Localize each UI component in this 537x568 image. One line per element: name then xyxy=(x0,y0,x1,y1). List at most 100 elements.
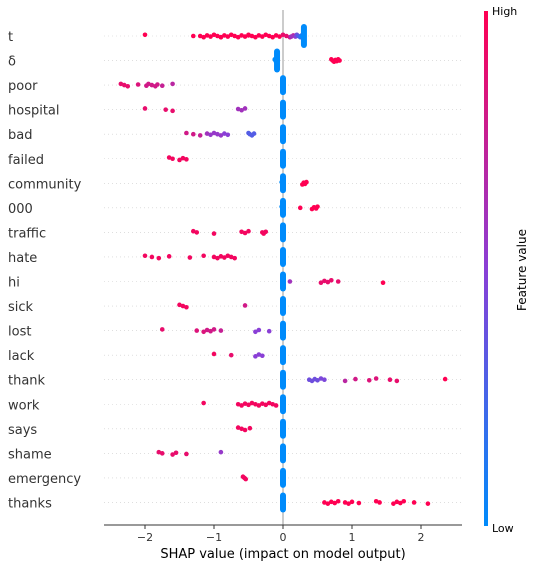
feature-label: hate xyxy=(8,251,37,266)
shap-point xyxy=(342,378,348,384)
shap-point xyxy=(142,106,148,111)
shap-point xyxy=(247,425,253,431)
shap-point xyxy=(166,155,172,160)
feature-label: failed xyxy=(8,153,44,168)
x-tick-label: −2 xyxy=(137,531,153,544)
shap-point xyxy=(277,34,282,39)
shap-point xyxy=(218,449,224,455)
shap-point xyxy=(243,476,249,482)
shap-point xyxy=(332,500,338,506)
shap-point xyxy=(170,156,175,162)
shap-point xyxy=(256,352,262,357)
shap-point xyxy=(263,402,269,408)
feature-label: lost xyxy=(8,325,31,340)
shap-point xyxy=(279,204,284,209)
shap-point xyxy=(249,33,255,39)
shap-point xyxy=(232,255,237,261)
feature-label: poor xyxy=(8,79,38,94)
shap-point xyxy=(201,34,206,40)
shap-point xyxy=(335,279,341,284)
shap-point xyxy=(235,106,241,112)
shap-point xyxy=(159,83,165,88)
shap-point xyxy=(275,58,280,64)
shap-point xyxy=(173,450,179,456)
shap-point xyxy=(253,34,258,40)
shap-point xyxy=(201,400,206,406)
shap-point xyxy=(177,302,182,308)
shap-point xyxy=(201,253,206,259)
shap-point xyxy=(337,58,342,63)
shap-point xyxy=(273,403,279,408)
shap-point xyxy=(218,254,224,259)
shap-point xyxy=(394,499,400,505)
shap-point xyxy=(411,500,417,505)
shap-point xyxy=(284,33,289,39)
shap-point xyxy=(159,327,165,332)
shap-point xyxy=(280,401,285,406)
shap-point xyxy=(280,376,285,381)
shap-point xyxy=(256,33,262,38)
shap-point xyxy=(135,82,141,87)
shap-point xyxy=(380,280,386,286)
shap-point xyxy=(142,32,148,38)
shap-point xyxy=(398,500,403,506)
feature-label: thank xyxy=(8,374,46,389)
colorbar xyxy=(484,11,488,526)
feature-label: community xyxy=(8,177,82,192)
shap-point xyxy=(194,230,200,235)
shap-point xyxy=(263,32,269,38)
shap-point xyxy=(170,108,175,114)
shap-point xyxy=(184,451,189,457)
x-tick-label: 0 xyxy=(280,531,287,544)
shap-point xyxy=(266,400,272,406)
shap-point xyxy=(218,133,224,138)
shap-point xyxy=(322,278,327,284)
shap-point xyxy=(215,255,220,261)
shap-point xyxy=(342,500,348,505)
shap-point xyxy=(297,205,303,211)
shap-point xyxy=(353,376,358,382)
shap-point xyxy=(329,499,334,505)
shap-point xyxy=(280,230,285,236)
shap-point xyxy=(246,228,251,234)
feature-label: traffic xyxy=(8,226,46,241)
shap-point xyxy=(204,327,210,333)
x-tick-label: 1 xyxy=(349,531,356,544)
shap-point xyxy=(187,255,193,260)
feature-label: hospital xyxy=(8,104,60,119)
shap-point xyxy=(366,378,372,383)
shap-point xyxy=(149,82,155,88)
shap-point xyxy=(159,451,165,456)
shap-point xyxy=(118,81,124,87)
shap-point xyxy=(228,32,234,38)
shap-points xyxy=(118,24,448,513)
shap-point xyxy=(280,132,285,138)
feature-label: says xyxy=(8,423,37,438)
shap-point xyxy=(288,34,294,39)
x-tick-label: 2 xyxy=(418,531,425,544)
shap-point xyxy=(208,34,213,39)
shap-point xyxy=(242,427,248,433)
feature-label: thanks xyxy=(8,496,52,511)
x-axis-label: SHAP value (impact on model output) xyxy=(160,547,405,562)
shap-point xyxy=(280,82,285,88)
shap-point xyxy=(270,34,275,40)
shap-point xyxy=(184,130,189,136)
shap-point xyxy=(215,131,220,137)
shap-point xyxy=(239,107,244,113)
shap-point xyxy=(280,304,285,309)
shap-point xyxy=(249,400,255,406)
shap-point xyxy=(211,32,217,38)
shap-point xyxy=(194,328,200,333)
shap-point xyxy=(211,351,217,357)
shap-point xyxy=(180,303,186,309)
shap-point xyxy=(273,33,279,38)
feature-label: sick xyxy=(8,300,34,315)
shap-point xyxy=(287,279,293,284)
shap-point xyxy=(280,181,285,186)
shap-point xyxy=(280,351,285,357)
shap-point xyxy=(322,377,327,383)
shap-point xyxy=(125,84,131,89)
shap-point xyxy=(222,131,227,136)
